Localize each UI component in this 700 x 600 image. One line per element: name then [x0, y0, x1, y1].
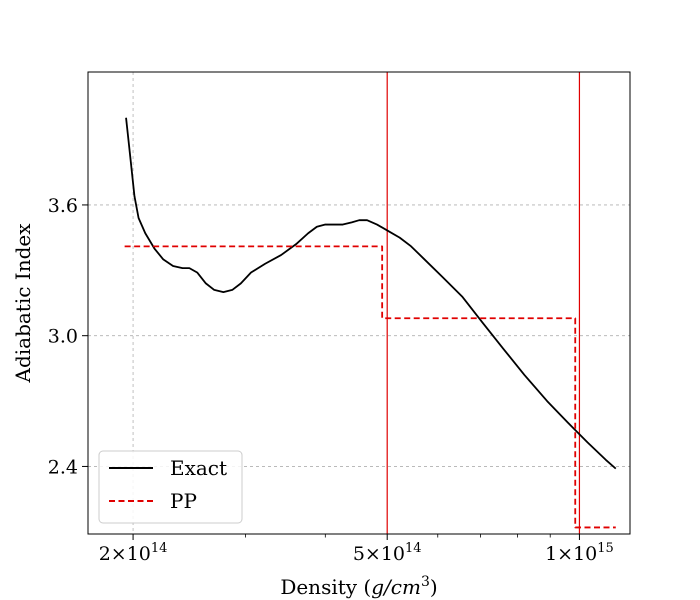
y-axis-label: Adiabatic Index: [11, 223, 35, 384]
legend-label-exact: Exact: [170, 456, 227, 480]
x-tick-label: 2×1014: [99, 541, 168, 565]
x-tick-label: 1×1015: [545, 541, 614, 565]
legend: Exact PP: [98, 450, 243, 524]
plot-frame: [87, 71, 631, 535]
y-tick-label: 3.6: [48, 195, 78, 217]
y-tick-label: 3.0: [48, 326, 78, 348]
tick-layer: 2×1014 5×1014 1×1015 2.4 3.0 3.6: [48, 195, 614, 565]
x-axis-label: Density (g/cm3): [280, 574, 437, 599]
x-tick-label: 5×1014: [353, 541, 422, 565]
series-layer: [124, 117, 617, 529]
legend-label-pp: PP: [170, 489, 197, 513]
series-line-pp: [124, 245, 616, 529]
series-line-exact: [125, 117, 617, 470]
reference-lines: [386, 72, 581, 534]
y-tick-label: 2.4: [48, 456, 78, 478]
